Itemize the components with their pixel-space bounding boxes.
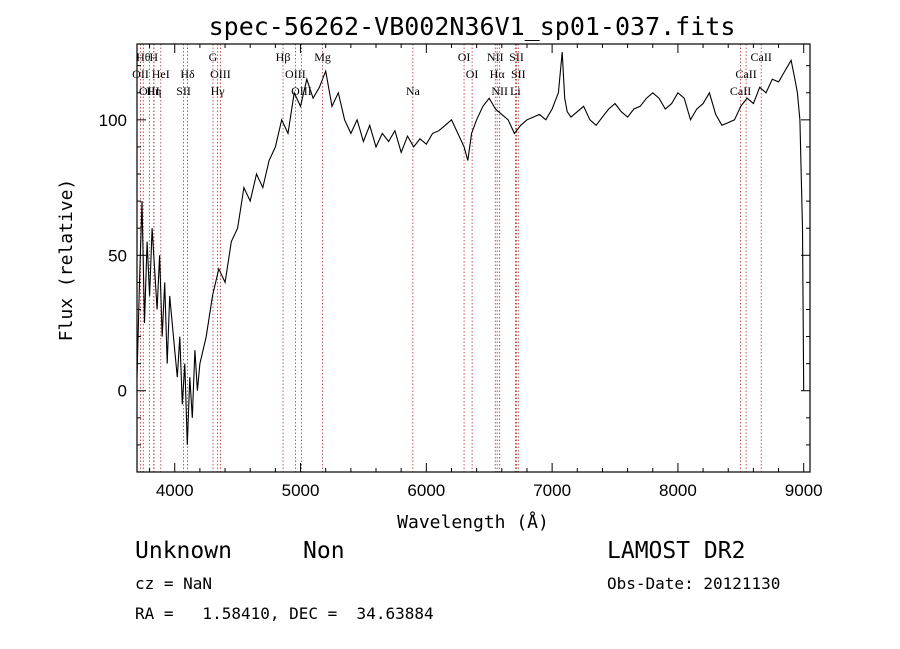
line-label-14: Mg xyxy=(314,50,331,64)
line-label-3: HeI xyxy=(152,67,170,81)
line-label-8: G xyxy=(209,50,218,64)
line-label-9: OIII xyxy=(210,67,231,81)
line-label-17: OI xyxy=(466,67,479,81)
plot-frame xyxy=(136,43,811,473)
axis-ticks: 4000 5000 6000 7000 8000 9000 0 50 100 xyxy=(99,44,823,500)
line-label-15: Na xyxy=(406,84,421,98)
series-layer xyxy=(136,52,805,445)
y-tick-label-100: 100 xyxy=(99,111,127,130)
x-tick-label-5000: 5000 xyxy=(282,481,320,500)
line-label-11: Hβ xyxy=(276,50,291,64)
object-subclass: Non xyxy=(303,538,345,564)
line-label-22: NII xyxy=(491,84,508,98)
line-label-18: NII xyxy=(487,50,504,64)
chart-title: spec-56262-VB002N36V1_sp01-037.fits xyxy=(209,12,736,41)
line-label-24: CaII xyxy=(751,50,772,64)
x-tick-label-6000: 6000 xyxy=(407,481,445,500)
spectrum-series-0 xyxy=(136,52,805,445)
object-class: Unknown xyxy=(135,538,232,564)
line-label-20: Hα xyxy=(490,67,506,81)
x-tick-label-9000: 9000 xyxy=(785,481,823,500)
coordinates-label: RA = 1.58410, DEC = 34.63884 xyxy=(135,604,434,623)
x-tick-label-7000: 7000 xyxy=(533,481,571,500)
obs-date-label: Obs-Date: 20121130 xyxy=(607,574,781,593)
x-tick-label-8000: 8000 xyxy=(659,481,697,500)
redshift-label: cz = NaN xyxy=(135,574,213,593)
y-tick-label-50: 50 xyxy=(108,246,127,265)
line-label-6: Hη xyxy=(147,84,162,98)
survey-label: LAMOST DR2 xyxy=(607,538,746,564)
line-label-2: OII xyxy=(132,67,149,81)
y-tick-label-0: 0 xyxy=(118,382,127,401)
line-label-16: OI xyxy=(458,50,471,64)
line-label-12: OIII xyxy=(285,67,306,81)
x-axis-label: Wavelength (Å) xyxy=(397,511,549,533)
line-label-13: OIII xyxy=(291,84,312,98)
line-label-1: H xyxy=(149,50,158,64)
line-label-5: OIII xyxy=(139,84,160,98)
line-label-19: SII xyxy=(509,50,524,64)
line-label-10: Hγ xyxy=(211,84,226,98)
line-label-7: SII xyxy=(176,84,191,98)
line-label-23: Li xyxy=(510,84,521,98)
line-label-4: Hδ xyxy=(180,67,195,81)
x-tick-label-4000: 4000 xyxy=(156,481,194,500)
line-label-21: SII xyxy=(511,67,526,81)
y-axis-label: Flux (relative) xyxy=(56,179,77,342)
line-label-0: Hθ xyxy=(136,50,151,64)
line-label-25: CaII xyxy=(735,67,756,81)
line-label-26: CaII xyxy=(730,84,751,98)
